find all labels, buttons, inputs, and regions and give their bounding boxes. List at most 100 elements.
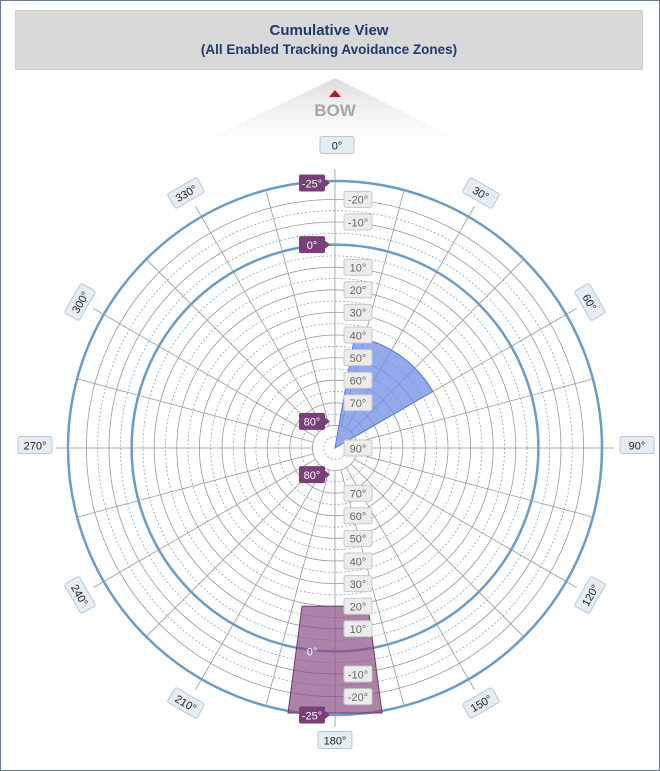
azimuth-label-0: 0° bbox=[319, 136, 355, 154]
marker-top-inner: 0° bbox=[299, 236, 330, 254]
azimuth-label-90-text: 90° bbox=[629, 440, 646, 452]
azimuth-spoke bbox=[93, 308, 316, 438]
elevation-label-top-box bbox=[343, 281, 373, 299]
azimuth-label-240-box bbox=[64, 576, 96, 614]
elevation-label-top-box bbox=[343, 303, 373, 321]
polar-grid bbox=[56, 169, 614, 727]
elevation-label-bottom-text: 60° bbox=[350, 511, 367, 523]
elevation-label-top-text: 50° bbox=[350, 353, 367, 365]
azimuth-label-240: 240° bbox=[64, 576, 96, 614]
azimuth-label-330-box bbox=[167, 177, 205, 209]
elevation-label-top-box bbox=[343, 439, 373, 457]
azimuth-spoke bbox=[145, 463, 320, 638]
elevation-label-bottom-text: 30° bbox=[350, 579, 367, 591]
elevation-label-top-text: 20° bbox=[350, 285, 367, 297]
azimuth-label-300: 300° bbox=[64, 283, 96, 321]
azimuth-label-0-text: 0° bbox=[332, 140, 343, 152]
elevation-label-bottom: 50° bbox=[343, 529, 373, 547]
azimuth-spoke bbox=[350, 463, 525, 638]
elevation-label-bottom-text: -10° bbox=[348, 669, 368, 681]
marker-bottom-outer-box bbox=[299, 706, 325, 724]
azimuth-label-0-box bbox=[319, 136, 355, 154]
azimuth-label-120-box bbox=[574, 576, 606, 614]
elevation-label-top-box bbox=[343, 371, 373, 389]
azimuth-label-150: 150° bbox=[462, 687, 500, 719]
marker-top-inner-tip bbox=[325, 240, 330, 249]
elevation-label-bottom-box bbox=[343, 552, 373, 570]
marker-bottom-outer-text: -25° bbox=[302, 710, 322, 722]
marker-top-outer-box bbox=[299, 174, 325, 192]
elevation-label-bottom: 30° bbox=[343, 575, 373, 593]
elevation-label-bottom-box bbox=[343, 529, 373, 547]
elevation-label-bottom-text: 10° bbox=[350, 624, 367, 636]
elevation-label-bottom-box bbox=[343, 507, 373, 525]
elevation-label-bottom: 70° bbox=[343, 484, 373, 502]
elevation-label-top: -10° bbox=[343, 213, 373, 231]
azimuth-label-30-box bbox=[462, 177, 500, 209]
marker-top-outer: -25° bbox=[299, 174, 330, 192]
elevation-label-bottom: 10° bbox=[343, 620, 373, 638]
elevation-label-top-text: 90° bbox=[350, 443, 367, 455]
elevation-label-bottom: -20° bbox=[343, 688, 373, 706]
elevation-label-top: 50° bbox=[343, 349, 373, 367]
azimuth-spoke bbox=[356, 378, 594, 443]
page-subtitle: (All Enabled Tracking Avoidance Zones) bbox=[200, 42, 458, 57]
marker-top-center-tip bbox=[325, 417, 330, 426]
elevation-label-bottom-text: -20° bbox=[348, 692, 368, 704]
marker-top-center-box bbox=[299, 412, 325, 430]
elevation-label-bottom-box bbox=[343, 484, 373, 502]
azimuth-label-180-text: 180° bbox=[324, 735, 347, 747]
marker-bottom-center-tip bbox=[325, 470, 330, 479]
azimuth-spoke bbox=[345, 467, 475, 690]
elevation-label-bottom-text: 70° bbox=[350, 489, 367, 501]
elevation-label-top-text: 30° bbox=[350, 308, 367, 320]
marker-bottom-inner: 0° bbox=[307, 647, 318, 659]
azimuth-label-90: 90° bbox=[619, 436, 655, 454]
marker-top-inner-text: 0° bbox=[307, 240, 318, 252]
elevation-label-bottom: -10° bbox=[343, 665, 373, 683]
azimuth-spoke bbox=[354, 458, 577, 588]
elevation-label-bottom-text: 20° bbox=[350, 602, 367, 614]
azimuth-label-270: 270° bbox=[17, 436, 53, 454]
azimuth-label-30: 30° bbox=[462, 177, 500, 209]
elevation-label-top-box bbox=[343, 213, 373, 231]
azimuth-spoke bbox=[195, 467, 325, 690]
marker-bottom-outer: -25° bbox=[299, 706, 330, 724]
azimuth-label-270-box bbox=[17, 436, 53, 454]
elevation-label-top: 60° bbox=[343, 371, 373, 389]
azimuth-spoke bbox=[195, 206, 325, 429]
elevation-label-top-box bbox=[343, 190, 373, 208]
azimuth-label-60-box bbox=[574, 283, 606, 321]
azimuth-label-120: 120° bbox=[574, 576, 606, 614]
marker-bottom-outer-tip bbox=[325, 711, 330, 719]
marker-bottom-center-text: 80° bbox=[304, 470, 321, 482]
azimuth-spoke bbox=[76, 378, 314, 443]
marker-bottom-center-box bbox=[299, 466, 325, 484]
title-bar: Cumulative View (All Enabled Tracking Av… bbox=[15, 10, 643, 70]
page-title: Cumulative View bbox=[269, 22, 389, 39]
bow-sector bbox=[160, 78, 505, 162]
marker-bottom-inner-text: 0° bbox=[307, 647, 318, 659]
azimuth-label-180: 180° bbox=[317, 731, 353, 749]
azimuth-label-180-box bbox=[317, 731, 353, 749]
elevation-label-bottom-box bbox=[343, 688, 373, 706]
marker-top-center-text: 80° bbox=[304, 417, 321, 429]
azimuth-label-90-box bbox=[619, 436, 655, 454]
marker-top-inner-box bbox=[299, 236, 325, 254]
azimuth-label-210: 210° bbox=[167, 687, 205, 719]
azimuth-spoke bbox=[356, 453, 594, 518]
elevation-label-top: -20° bbox=[343, 190, 373, 208]
marker-bottom-center: 80° bbox=[299, 466, 330, 484]
elevation-label-bottom-box bbox=[343, 597, 373, 615]
elevation-label-top-box bbox=[343, 394, 373, 412]
elevation-label-top-box bbox=[343, 258, 373, 276]
marker-top-outer-tip bbox=[325, 179, 330, 187]
azimuth-label-150-box bbox=[462, 687, 500, 719]
azimuth-spoke bbox=[265, 189, 330, 427]
bow-arrow-icon bbox=[329, 90, 341, 97]
azimuth-label-300-box bbox=[64, 283, 96, 321]
elevation-label-bottom: 60° bbox=[343, 507, 373, 525]
elevation-label-top-text: 40° bbox=[350, 330, 367, 342]
bow-label: BOW bbox=[314, 101, 357, 120]
